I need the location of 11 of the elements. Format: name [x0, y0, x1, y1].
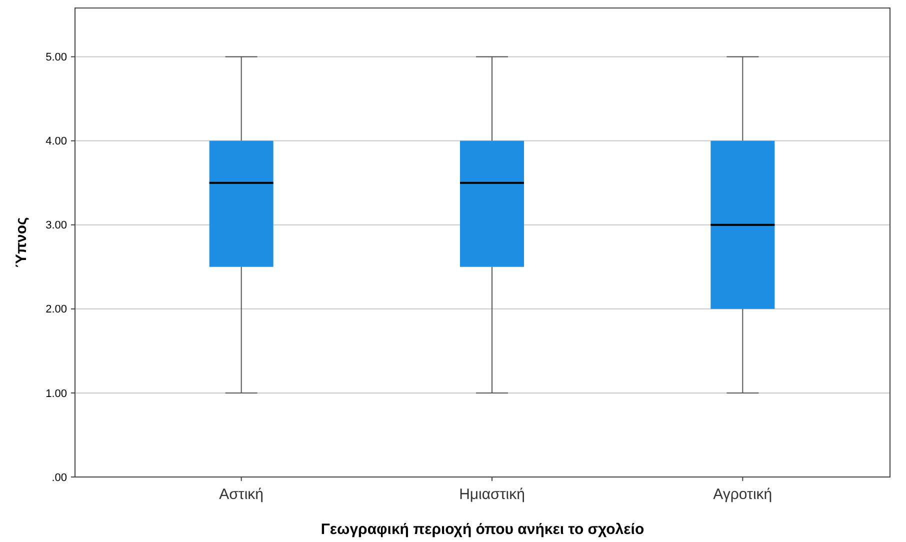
x-tick-label: Ημιαστική — [459, 486, 525, 503]
y-tick-label: 2.00 — [46, 304, 67, 316]
y-tick-label: .00 — [52, 472, 67, 484]
x-tick-label: Αγροτική — [713, 486, 772, 503]
x-tick-label: Αστική — [219, 486, 264, 503]
x-axis-title: Γεωγραφική περιοχή όπου ανήκει το σχολείο — [320, 521, 644, 538]
y-tick-label: 3.00 — [46, 220, 67, 232]
y-tick-label: 5.00 — [46, 52, 67, 64]
y-axis-title: Ύπνος — [13, 216, 30, 268]
y-tick-label: 1.00 — [46, 388, 67, 400]
y-tick-label: 4.00 — [46, 136, 67, 148]
